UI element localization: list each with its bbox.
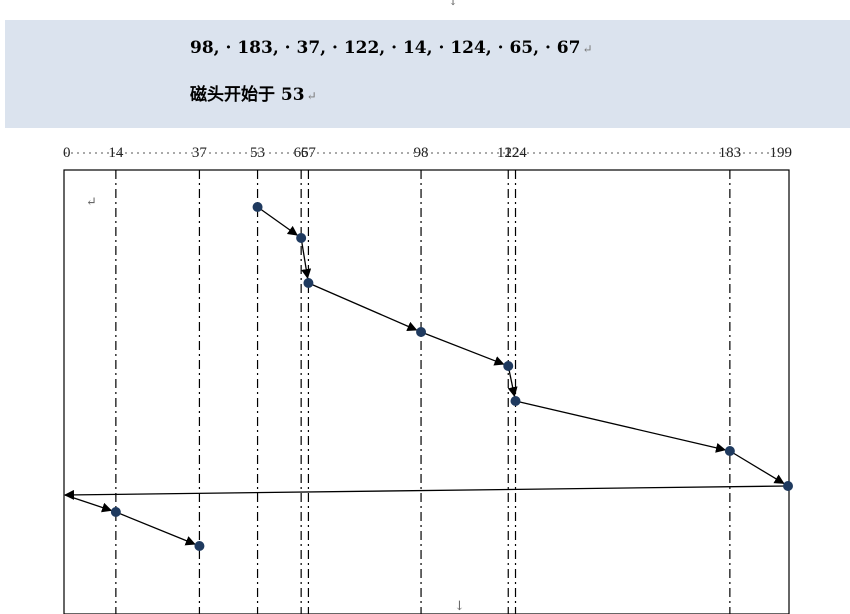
- seek-segment-98-122: [420, 331, 505, 366]
- request-banner: 98, · 183, · 37, · 122, · 14, · 124, · 6…: [5, 20, 850, 128]
- line-end-mark: ↵: [582, 42, 593, 56]
- seek-segment-53-65: [257, 206, 298, 236]
- track-point-124: [510, 396, 521, 406]
- track-point-199: [783, 481, 793, 491]
- request-sequence-text: 98, · 183, · 37, · 122, · 14, · 124, · 6…: [190, 38, 581, 58]
- track-points: [110, 202, 793, 551]
- track-point-122: [503, 361, 514, 371]
- head-path: [64, 206, 789, 546]
- tick-label-65: 65: [294, 145, 309, 161]
- top-paragraph-mark: ↓: [448, 0, 459, 8]
- tick-label-183: 183: [719, 145, 742, 161]
- tick-label-122: 122: [497, 145, 520, 161]
- head-start: 磁头开始于 53 ↵: [190, 80, 317, 105]
- seek-segment-124-183: [515, 400, 726, 453]
- track-point-37: [194, 541, 205, 551]
- track-point-67: [303, 278, 314, 288]
- tick-label-98: 98: [414, 145, 429, 161]
- return-sweep-line: [64, 485, 789, 500]
- seek-segment-65-67: [300, 237, 312, 280]
- seek-segment-0-14: [64, 494, 113, 513]
- seek-segment-122-124: [507, 365, 518, 398]
- tick-label-67: 67: [301, 145, 317, 161]
- line-end-mark: ↵: [306, 89, 317, 103]
- plot-frame: [63, 169, 790, 614]
- track-point-183: [724, 446, 735, 456]
- seek-segment-14-37: [115, 511, 196, 546]
- inner-paragraph-mark: ↵: [86, 195, 97, 210]
- track-point-65: [296, 233, 307, 243]
- tick-label-37: 37: [192, 145, 208, 161]
- tick-label-14: 14: [108, 145, 124, 161]
- track-point-14: [110, 507, 121, 517]
- request-sequence: 98, · 183, · 37, · 122, · 14, · 124, · 6…: [190, 38, 593, 58]
- bottom-paragraph-mark: ↓: [454, 599, 465, 614]
- track-point-98: [416, 327, 427, 337]
- dashed-gridlines: [115, 170, 731, 614]
- track-point-53: [252, 202, 263, 212]
- seek-segment-67-98: [308, 282, 418, 331]
- head-start-text: 磁头开始于 53: [190, 85, 305, 105]
- seek-segment-183-199: [729, 450, 785, 484]
